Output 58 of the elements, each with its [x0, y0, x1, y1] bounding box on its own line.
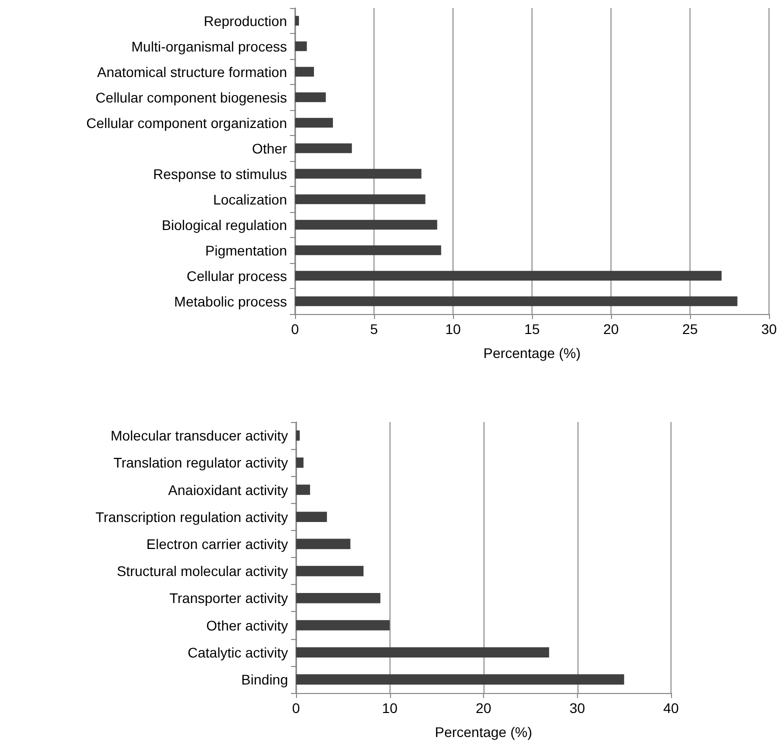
bar: [296, 512, 327, 522]
y-tick-label: Multi-organismal process: [131, 38, 287, 54]
y-tick-label: Other: [252, 140, 288, 156]
y-tick-label: Catalytic activity: [188, 644, 288, 660]
y-tick-label: Cellular component organization: [86, 114, 287, 131]
x-tick-label: 0: [291, 321, 300, 337]
bar: [295, 270, 722, 281]
y-tick-label: Cellular component biogenesis: [96, 89, 287, 106]
y-tick-label: Anaioxidant activity: [168, 482, 288, 498]
x-tick-label: 5: [370, 321, 378, 337]
bar: [295, 143, 352, 154]
x-tick-label: 20: [603, 321, 619, 337]
bar: [295, 66, 314, 77]
bar: [295, 92, 326, 102]
bar: [295, 296, 738, 306]
bar: [295, 16, 299, 26]
y-tick-label: Transcription regulation activity: [96, 508, 288, 525]
y-tick-label: Biological regulation: [162, 216, 287, 233]
x-axis-title: Percentage (%): [483, 345, 581, 361]
bar: [296, 484, 310, 495]
bar: [296, 430, 300, 441]
x-tick-label: 20: [476, 700, 492, 716]
x-tick-label: 40: [663, 700, 679, 716]
y-tick-label: Molecular transducer activity: [110, 428, 288, 444]
x-tick-label: 30: [569, 700, 586, 716]
y-tick-label: Localization: [213, 191, 287, 208]
bar: [295, 220, 438, 230]
x-tick-label: 15: [524, 321, 540, 337]
x-tick-label: 25: [682, 321, 698, 337]
y-tick-label: Response to stimulus: [153, 166, 287, 182]
y-tick-label: Binding: [241, 671, 288, 688]
bar: [296, 674, 624, 685]
y-tick-label: Metabolic process: [174, 293, 287, 310]
x-axis-title: Percentage (%): [434, 724, 532, 740]
bar: [295, 194, 426, 204]
y-tick-label: Structural molecular activity: [116, 563, 288, 580]
y-tick-label: Cellular process: [186, 268, 287, 284]
y-tick-label: Transporter activity: [169, 590, 288, 606]
y-tick-label: Anatomical structure formation: [97, 64, 287, 80]
bar: [296, 593, 380, 604]
y-tick-label: Electron carrier activity: [146, 536, 288, 552]
x-tick-label: 10: [382, 700, 398, 716]
bar: [296, 458, 304, 468]
bar: [295, 168, 422, 179]
bar: [295, 41, 307, 52]
x-tick-label: 30: [761, 321, 777, 337]
x-tick-label: 10: [445, 321, 461, 337]
bar: [296, 620, 390, 630]
y-tick-label: Pigmentation: [205, 242, 287, 258]
y-tick-label: Other activity: [206, 617, 288, 634]
y-tick-label: Translation regulator activity: [113, 454, 288, 471]
bar: [295, 118, 333, 128]
x-tick-label: 0: [292, 700, 300, 716]
bar: [296, 538, 350, 550]
bar: [295, 245, 442, 256]
y-tick-label: Reproduction: [204, 12, 287, 29]
bar: [296, 647, 550, 658]
bar: [296, 566, 364, 576]
